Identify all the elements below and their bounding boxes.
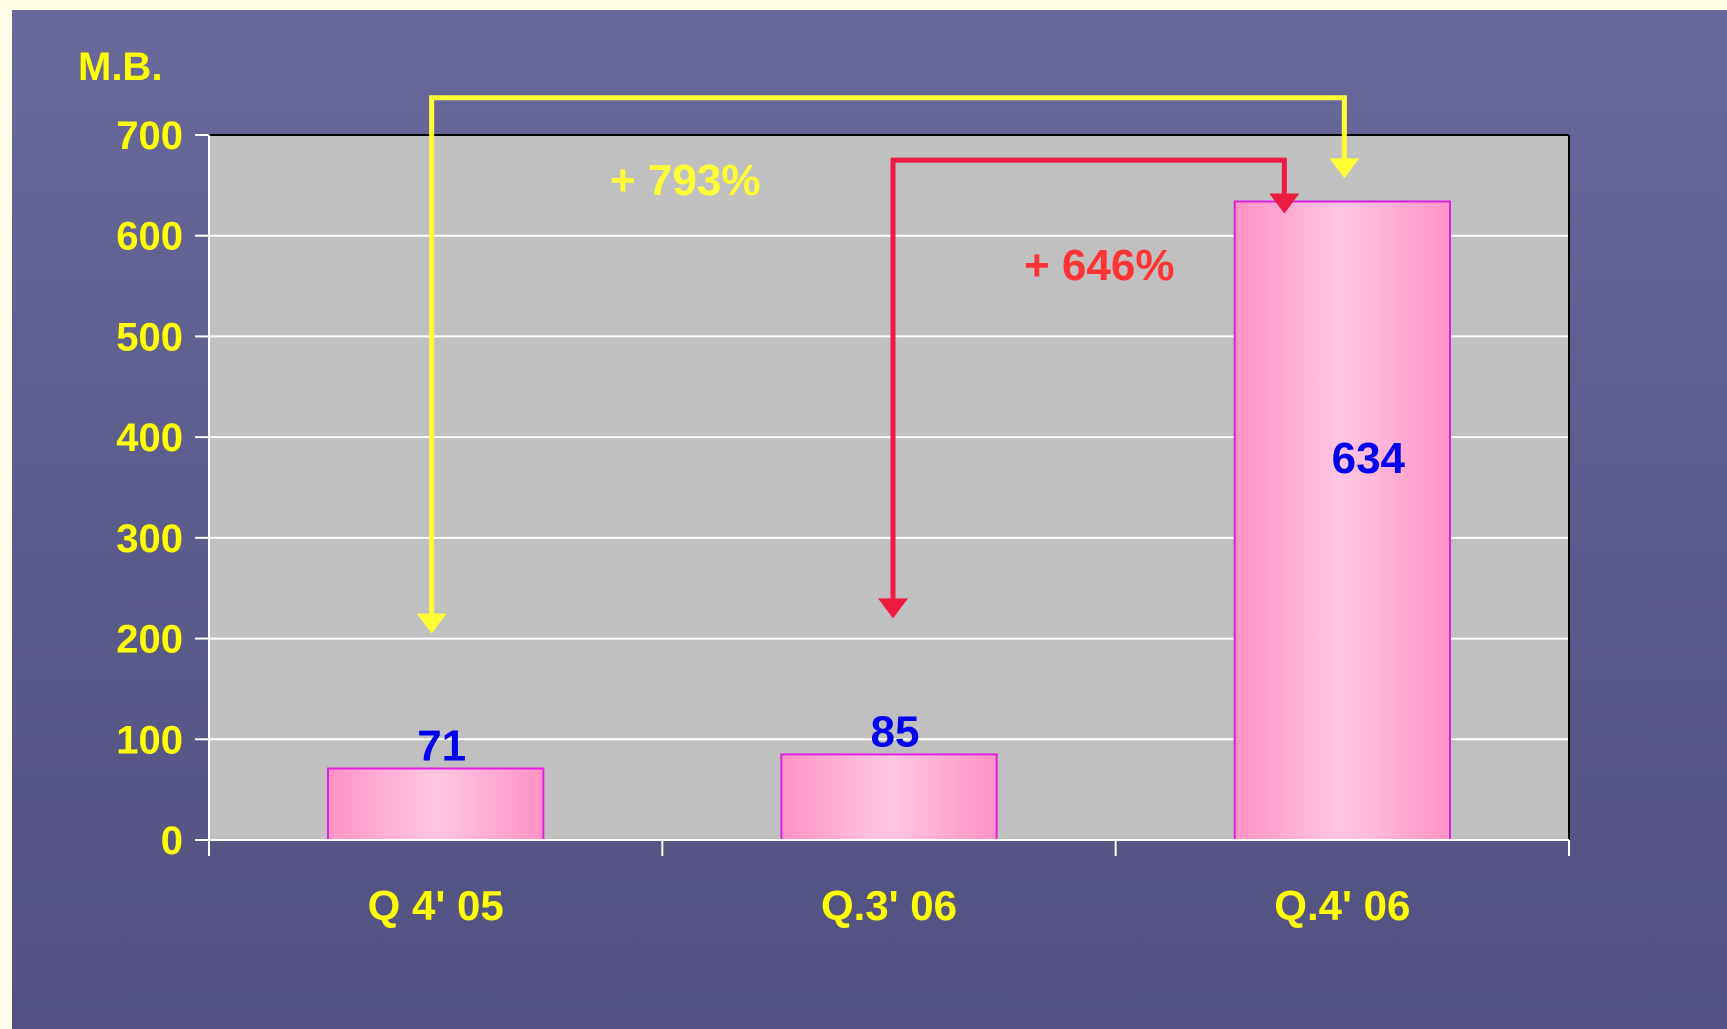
y-tick-label: 400	[116, 416, 183, 460]
data-label: 634	[1332, 434, 1406, 483]
x-category-label: Q.4' 06	[1274, 882, 1410, 929]
y-tick-label: 700	[116, 114, 183, 158]
y-tick-label: 200	[116, 618, 183, 662]
y-tick-label: 600	[116, 215, 183, 259]
annotations: + 793% + 646%	[416, 95, 1360, 634]
bar-chart: 0 100 200 300 400 500 600 700 Q 4' 05 71 Q.3' 06 85…	[78, 45, 1570, 929]
bar-2	[780, 753, 998, 842]
x-category-label: Q.3' 06	[821, 882, 957, 929]
y-axis-unit-label: M.B.	[78, 45, 162, 89]
y-tick-label: 100	[116, 718, 183, 762]
data-label: 85	[871, 707, 920, 756]
arrow-646-label: + 646%	[1024, 241, 1174, 290]
arrow-646: + 646%	[878, 157, 1300, 619]
arrow-646-line	[890, 157, 1287, 599]
y-tick-label: 0	[161, 819, 183, 863]
arrow-793-head-start	[416, 613, 447, 634]
axes	[195, 134, 1570, 856]
bar-1	[327, 767, 545, 841]
arrow-646-head-start	[878, 598, 908, 619]
arrow-793-label: + 793%	[610, 156, 760, 205]
bar-3	[1233, 200, 1451, 841]
arrow-646-head-end	[1269, 193, 1300, 214]
labels: 0 100 200 300 400 500 600 700 Q 4' 05 71 Q.3' 06 85…	[116, 114, 1410, 929]
y-tick-label: 500	[116, 315, 183, 359]
data-label: 71	[417, 721, 466, 770]
y-tick-label: 300	[116, 517, 183, 561]
arrow-793-line	[429, 95, 1347, 614]
arrow-793: + 793%	[416, 95, 1360, 634]
x-category-label: Q 4' 05	[368, 882, 504, 929]
slide-background: 0 100 200 300 400 500 600 700 Q 4' 05 71 Q.3' 06 85…	[12, 10, 1727, 1029]
arrow-793-head-end	[1329, 158, 1360, 179]
